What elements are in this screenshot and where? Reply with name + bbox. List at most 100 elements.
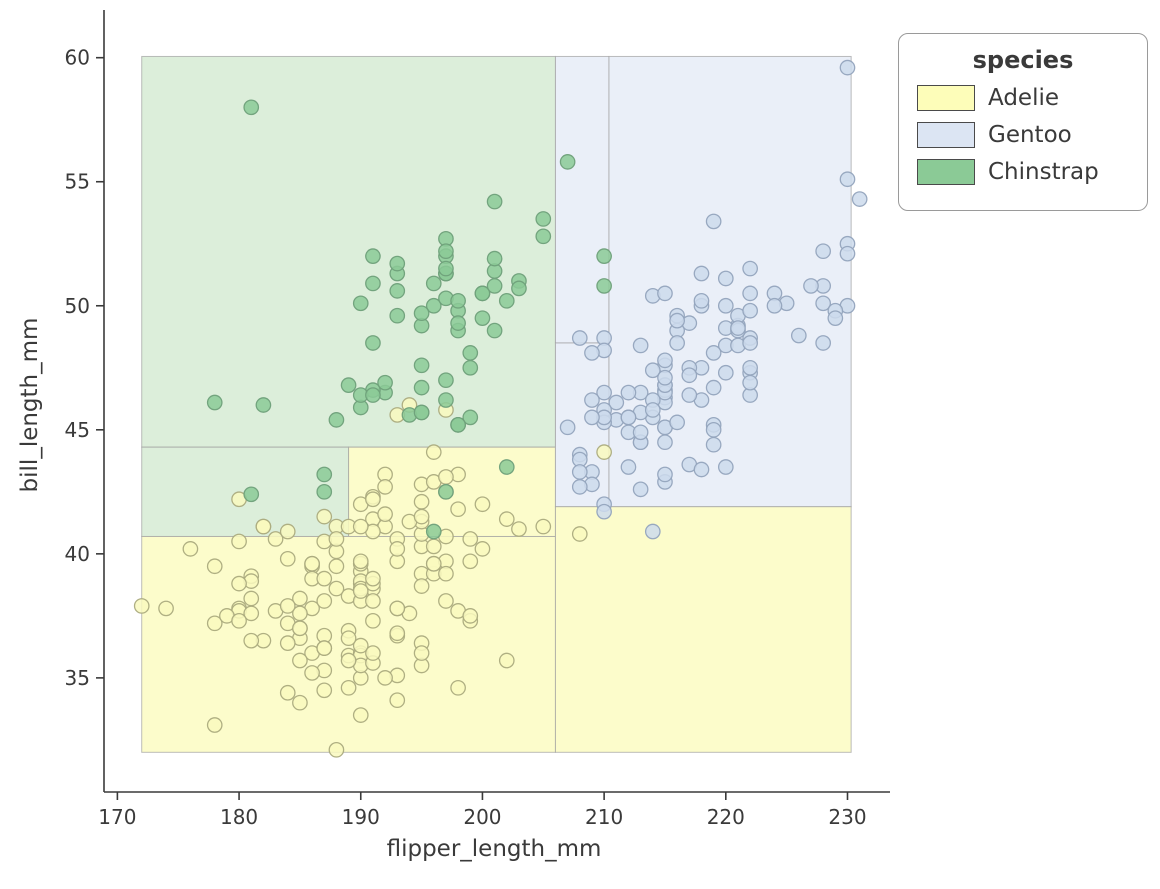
data-point-gentoo <box>742 260 758 277</box>
data-point-gentoo <box>669 312 685 329</box>
x-tick-label: 220 <box>707 805 745 829</box>
data-point-chinstrap <box>462 359 479 376</box>
data-point-gentoo <box>851 191 868 207</box>
data-point-gentoo <box>571 330 588 346</box>
data-point-adelie <box>413 493 430 510</box>
data-point-gentoo <box>584 392 600 408</box>
data-point-gentoo <box>705 379 722 396</box>
data-point-adelie <box>328 531 345 547</box>
data-point-adelie <box>316 593 333 609</box>
data-point-adelie <box>498 511 515 527</box>
data-point-adelie <box>389 625 406 642</box>
data-point-adelie <box>438 565 454 582</box>
data-point-gentoo <box>803 278 819 294</box>
data-point-chinstrap <box>413 379 430 396</box>
data-point-chinstrap <box>535 228 552 245</box>
data-point-chinstrap <box>498 459 515 475</box>
data-point-gentoo <box>681 367 698 384</box>
data-point-adelie <box>474 541 491 557</box>
data-point-gentoo <box>790 327 807 344</box>
data-point-gentoo <box>620 459 637 475</box>
data-point-gentoo <box>681 387 698 403</box>
data-point-gentoo <box>693 292 710 309</box>
data-point-adelie <box>365 570 381 587</box>
data-point-adelie <box>231 533 247 550</box>
data-point-gentoo <box>620 384 637 401</box>
data-point-adelie <box>316 640 333 656</box>
data-point-chinstrap <box>462 345 479 361</box>
data-point-gentoo <box>669 335 685 351</box>
data-point-adelie <box>462 531 479 547</box>
data-point-adelie <box>340 652 357 669</box>
data-point-adelie <box>596 444 612 460</box>
data-point-adelie <box>462 553 479 570</box>
data-point-gentoo <box>839 59 856 76</box>
data-point-gentoo <box>705 213 722 230</box>
data-point-adelie <box>316 682 333 699</box>
data-point-adelie <box>535 518 552 535</box>
data-point-gentoo <box>620 409 637 426</box>
data-point-chinstrap <box>486 322 503 339</box>
data-point-gentoo <box>742 359 758 376</box>
data-point-gentoo <box>705 421 722 438</box>
legend-item-label: Chinstrap <box>988 159 1099 185</box>
data-point-gentoo <box>717 270 734 287</box>
data-point-adelie <box>279 598 296 614</box>
data-point-chinstrap <box>243 486 260 503</box>
data-point-adelie <box>511 521 527 537</box>
data-point-gentoo <box>669 414 685 431</box>
data-point-gentoo <box>730 320 746 336</box>
legend-items: Adelie Gentoo Chinstrap <box>899 85 1147 185</box>
data-point-adelie <box>352 583 369 599</box>
data-point-adelie <box>267 531 284 547</box>
data-point-gentoo <box>742 302 758 319</box>
data-point-adelie <box>292 620 308 637</box>
y-tick-label: 35 <box>65 666 90 690</box>
data-point-adelie <box>425 538 442 555</box>
data-point-gentoo <box>657 352 673 369</box>
data-point-gentoo <box>632 424 649 441</box>
data-point-adelie <box>243 590 260 607</box>
data-point-adelie <box>304 555 320 572</box>
data-point-adelie <box>389 692 406 709</box>
legend: species Adelie Gentoo Chinstrap <box>898 33 1148 211</box>
y-tick-label: 60 <box>65 46 90 70</box>
data-point-adelie <box>450 501 466 518</box>
x-tick-label: 210 <box>585 805 623 829</box>
y-tick-label: 40 <box>65 542 90 566</box>
data-point-chinstrap <box>535 211 552 227</box>
data-point-chinstrap <box>450 416 466 433</box>
data-point-chinstrap <box>425 275 442 292</box>
data-point-adelie <box>377 479 393 495</box>
data-point-gentoo <box>584 409 600 426</box>
legend-item-label: Adelie <box>988 85 1060 111</box>
x-tick-label: 180 <box>220 805 258 829</box>
data-point-gentoo <box>839 171 856 188</box>
data-point-chinstrap <box>425 297 442 314</box>
data-point-chinstrap <box>243 99 260 116</box>
x-tick-label: 200 <box>463 805 501 829</box>
data-point-adelie <box>279 550 296 567</box>
y-axis-label: bill_length_mm <box>17 317 43 493</box>
data-point-adelie <box>389 541 406 557</box>
data-point-gentoo <box>571 464 588 480</box>
data-point-adelie <box>438 593 454 609</box>
legend-item-adelie: Adelie <box>917 85 1147 111</box>
legend-item-label: Gentoo <box>988 122 1072 148</box>
data-point-adelie <box>328 580 345 597</box>
data-point-adelie <box>279 523 296 540</box>
data-point-gentoo <box>839 245 856 262</box>
data-point-gentoo <box>657 285 673 302</box>
data-point-adelie <box>352 637 369 654</box>
decision-region-adelie <box>554 506 852 753</box>
data-point-adelie <box>279 635 296 652</box>
data-point-chinstrap <box>559 154 576 170</box>
data-point-chinstrap <box>340 377 357 394</box>
data-point-chinstrap <box>413 404 430 421</box>
data-point-adelie <box>413 645 430 661</box>
data-point-adelie <box>425 444 442 460</box>
data-point-chinstrap <box>389 307 406 324</box>
x-tick-label: 190 <box>342 805 380 829</box>
data-point-adelie <box>133 598 150 614</box>
data-point-gentoo <box>571 479 588 495</box>
